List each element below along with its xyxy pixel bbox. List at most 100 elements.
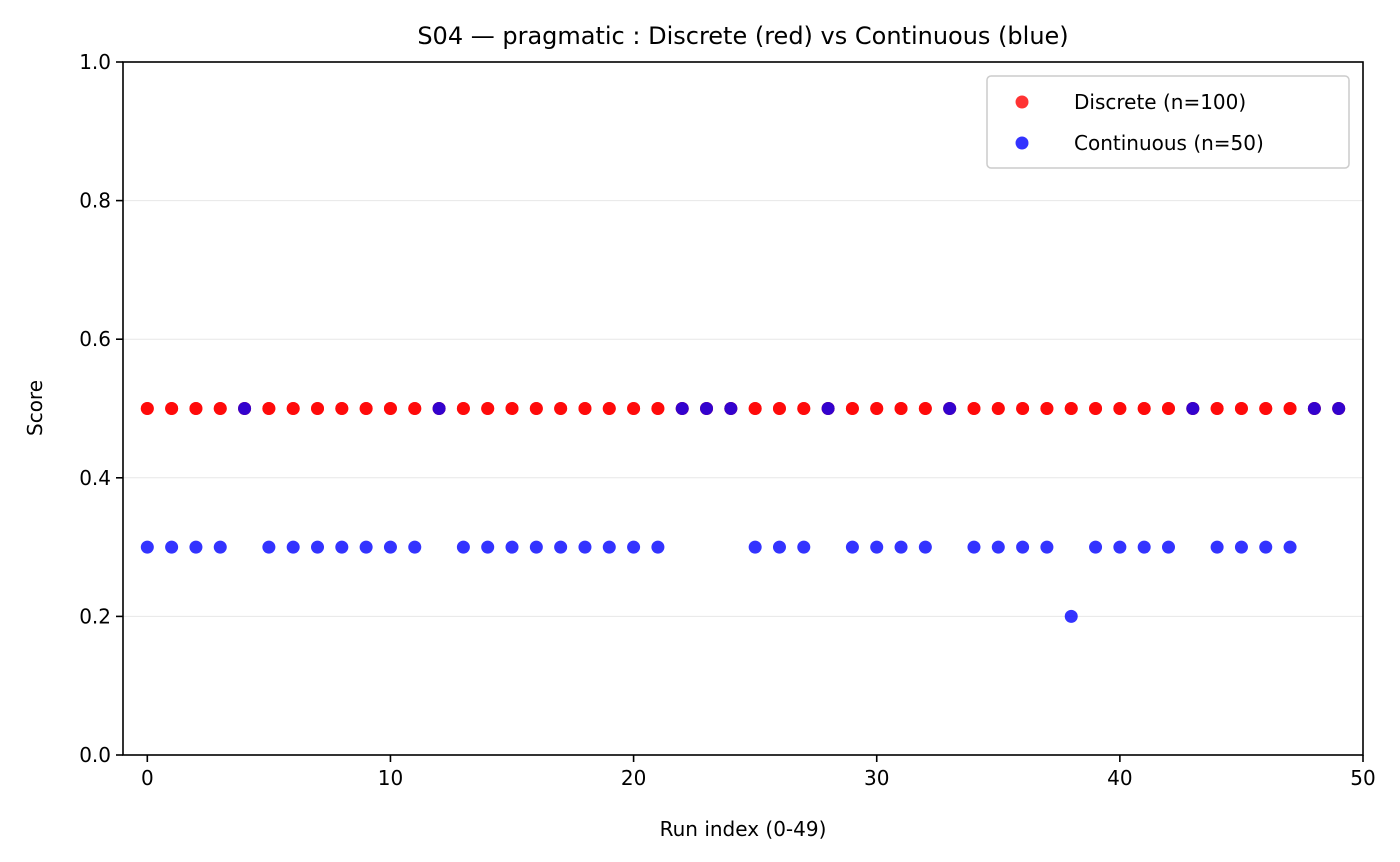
data-point (1259, 402, 1273, 415)
legend-label-discrete: Discrete (n=100) (1074, 90, 1246, 114)
data-point (748, 402, 762, 415)
data-point (1137, 540, 1151, 554)
y-tick-label: 0.6 (79, 327, 111, 351)
data-point (1113, 402, 1127, 415)
data-point (797, 540, 811, 554)
data-point (748, 540, 762, 554)
data-point (335, 540, 349, 554)
legend-marker-continuous (1015, 136, 1029, 150)
data-point (1307, 402, 1321, 415)
data-point (481, 540, 495, 554)
data-point (894, 540, 908, 554)
data-point (1016, 540, 1030, 554)
data-point (1161, 540, 1175, 554)
data-point (286, 402, 300, 415)
x-tick-label: 0 (141, 766, 154, 790)
data-point (1332, 402, 1346, 415)
y-tick-label: 0.4 (79, 466, 111, 490)
data-point (554, 540, 568, 554)
data-point (991, 402, 1005, 415)
data-point (602, 540, 616, 554)
y-tick-label: 0.2 (79, 604, 111, 628)
data-point (359, 402, 373, 415)
x-tick-label: 10 (378, 766, 403, 790)
data-point (432, 402, 446, 415)
data-point (578, 540, 592, 554)
data-point (1283, 540, 1297, 554)
y-axis-title: Score (23, 380, 47, 436)
data-point (262, 402, 276, 415)
data-point (578, 402, 592, 415)
data-points (140, 402, 1346, 623)
series-1 (140, 402, 1346, 623)
data-point (1234, 402, 1248, 415)
data-point (165, 540, 179, 554)
data-point (797, 402, 811, 415)
data-point (1259, 540, 1273, 554)
data-point (408, 402, 422, 415)
y-tick-label: 0.0 (79, 743, 111, 767)
data-point (505, 540, 519, 554)
plot-frame (122, 61, 1364, 756)
data-point (918, 540, 932, 554)
data-point (456, 402, 470, 415)
data-point (845, 540, 859, 554)
y-tick-label: 1.0 (79, 50, 111, 74)
data-point (1064, 402, 1078, 415)
data-point (1186, 402, 1200, 415)
data-point (213, 540, 227, 554)
data-point (140, 540, 154, 554)
data-point (311, 540, 325, 554)
legend-box (986, 75, 1350, 169)
chart-title: S04 — pragmatic : Discrete (red) vs Cont… (417, 22, 1068, 50)
x-tick-label: 30 (864, 766, 889, 790)
x-tick-label: 40 (1107, 766, 1132, 790)
data-point (481, 402, 495, 415)
data-point (189, 402, 203, 415)
data-point (529, 402, 543, 415)
data-point (456, 540, 470, 554)
data-point (627, 402, 641, 415)
data-point (602, 402, 616, 415)
data-point (772, 540, 786, 554)
data-point (213, 402, 227, 415)
data-point (700, 402, 714, 415)
data-point (651, 402, 665, 415)
data-point (651, 540, 665, 554)
data-point (1210, 402, 1224, 415)
x-axis-title: Run index (0-49) (660, 817, 827, 841)
data-point (1064, 609, 1078, 623)
data-point (1040, 402, 1054, 415)
data-point (165, 402, 179, 415)
data-point (1283, 402, 1297, 415)
data-point (262, 540, 276, 554)
data-point (505, 402, 519, 415)
y-axis-ticks: 0.0 0.2 0.4 0.6 0.8 1.0 (79, 50, 123, 767)
data-point (286, 540, 300, 554)
data-point (772, 402, 786, 415)
data-point (1089, 402, 1103, 415)
data-point (724, 402, 738, 415)
data-point (967, 402, 981, 415)
data-point (554, 402, 568, 415)
legend-marker-discrete (1015, 95, 1029, 109)
data-point (991, 540, 1005, 554)
data-point (335, 402, 349, 415)
data-point (1234, 540, 1248, 554)
data-point (1161, 402, 1175, 415)
x-axis-ticks: 0 10 20 30 40 50 (141, 755, 1376, 790)
data-point (238, 402, 252, 415)
grid-lines (123, 200, 1363, 617)
data-point (627, 540, 641, 554)
data-point (918, 402, 932, 415)
data-point (1137, 402, 1151, 415)
data-point (383, 540, 397, 554)
data-point (189, 540, 203, 554)
data-point (1016, 402, 1030, 415)
data-point (140, 402, 154, 415)
data-point (870, 402, 884, 415)
data-point (383, 402, 397, 415)
y-tick-label: 0.8 (79, 189, 111, 213)
data-point (967, 540, 981, 554)
